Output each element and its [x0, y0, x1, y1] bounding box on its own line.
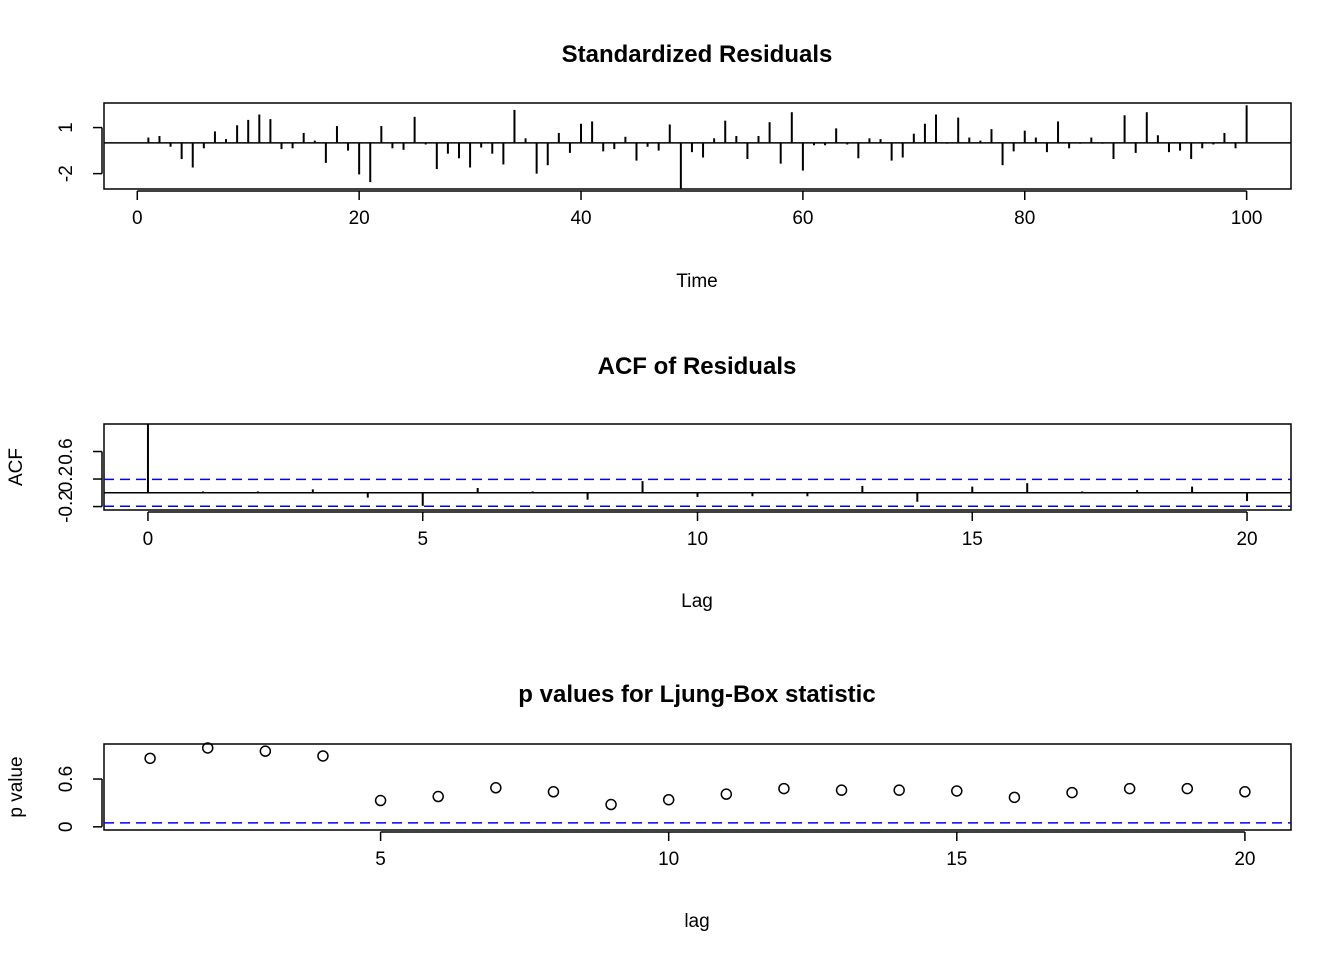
data-point: [951, 785, 963, 797]
y-tick-label: -0.2: [56, 490, 77, 523]
chart-title: ACF of Residuals: [598, 353, 797, 380]
x-tick-label: 10: [687, 529, 708, 550]
x-tick-label: 60: [792, 208, 813, 229]
x-tick-label: 80: [1014, 208, 1035, 229]
y-tick-label: 0.6: [56, 766, 77, 792]
data-point: [432, 790, 444, 803]
data-point: [1123, 782, 1136, 795]
series-group: [104, 424, 1291, 506]
data-point: [144, 752, 156, 765]
data-point: [374, 794, 387, 807]
panel-ljung-box-p-values: p values for Ljung-Box statistic 5 10 15 20…: [6, 681, 1292, 932]
x-tick-label: 20: [349, 208, 370, 229]
y-tick-label: 0: [56, 822, 77, 833]
x-axis: 0 20 40 60 80 100: [132, 190, 1263, 229]
data-point: [1181, 782, 1194, 795]
data-point: [662, 793, 675, 806]
x-tick-label: 5: [417, 529, 428, 550]
data-point: [835, 784, 848, 796]
panel-standardized-residuals: Standardized Residuals 0 20 40 60 80 100 -21 …: [56, 41, 1292, 292]
series-group: [144, 742, 1251, 811]
x-tick-label: 100: [1231, 208, 1263, 229]
data-point: [1066, 786, 1078, 799]
y-tick-label: 0.2: [56, 466, 77, 492]
y-axis: -0.20.20.6: [56, 438, 103, 523]
data-point: [317, 750, 329, 762]
panel-acf-of-residuals: ACF of Residuals 0 5 10 15 20 -0.20.20.6 Lag…: [6, 353, 1292, 612]
x-tick-label: 0: [132, 208, 143, 229]
x-tick-label: 15: [946, 849, 967, 870]
data-point: [201, 742, 214, 754]
x-tick-label: 5: [375, 849, 386, 870]
series-group: [104, 105, 1291, 189]
y-tick-label: -2: [56, 165, 77, 182]
x-axis: 0 5 10 15 20: [143, 511, 1258, 550]
data-point: [605, 798, 617, 811]
x-tick-label: 10: [658, 849, 679, 870]
y-axis-label: p value: [6, 756, 27, 817]
plot-frame: [103, 102, 1292, 190]
y-axis-label: ACF: [6, 448, 27, 486]
x-tick-label: 15: [962, 529, 983, 550]
data-point: [893, 784, 905, 796]
x-tick-label: 40: [570, 208, 591, 229]
chart-title: Standardized Residuals: [562, 41, 833, 68]
chart-title: p values for Ljung-Box statistic: [518, 681, 875, 708]
x-axis-label: Lag: [681, 591, 713, 612]
y-tick-label: 0.6: [56, 438, 77, 464]
plot-frame: [103, 423, 1292, 511]
data-point: [259, 745, 272, 757]
x-tick-label: 20: [1234, 849, 1255, 870]
y-tick-label: 1: [56, 122, 77, 133]
y-axis: 00.6: [56, 766, 103, 833]
x-axis-label: Time: [676, 271, 718, 292]
x-tick-label: 20: [1236, 529, 1257, 550]
x-axis-label: lag: [684, 911, 709, 932]
plot-frame: [103, 743, 1292, 831]
x-tick-label: 0: [143, 529, 154, 550]
x-axis: 5 10 15 20: [375, 831, 1255, 870]
reference-lines: [104, 478, 1291, 508]
data-point: [1008, 791, 1021, 804]
data-point: [490, 782, 502, 794]
data-point: [720, 788, 733, 800]
y-axis: -2 1: [56, 122, 103, 182]
data-point: [547, 786, 560, 798]
data-point: [778, 782, 790, 795]
data-point: [1239, 786, 1251, 798]
